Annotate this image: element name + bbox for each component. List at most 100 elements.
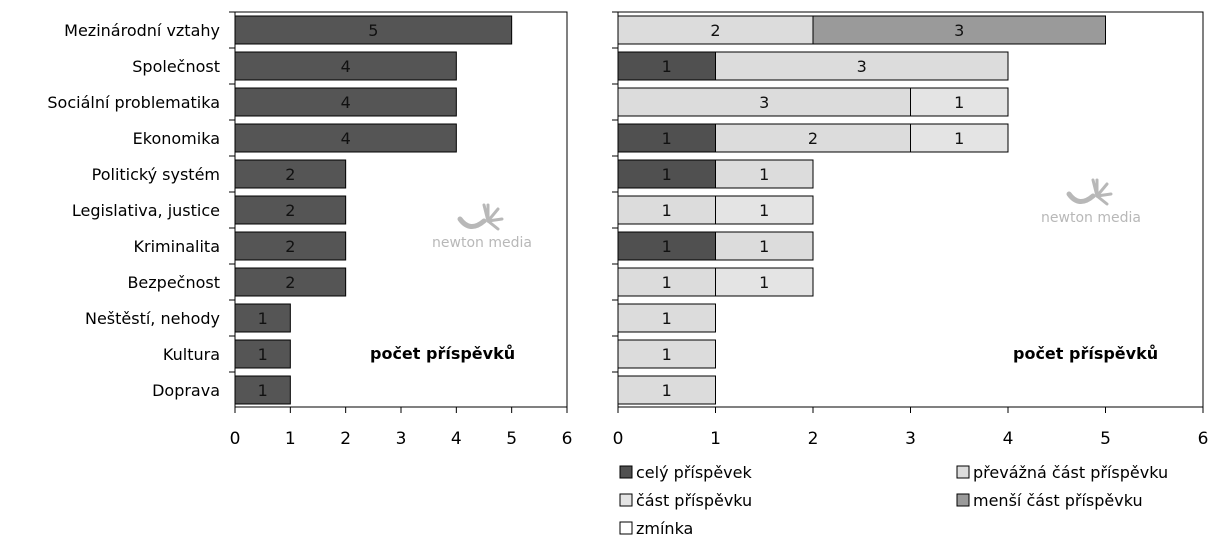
segment-value-label: 1: [662, 165, 672, 184]
segment-value-label: 1: [662, 237, 672, 256]
segment-value-label: 3: [857, 57, 867, 76]
bar-segment: [617, 15, 814, 45]
x-tick-label: 2: [808, 429, 819, 449]
left-x-axis: 0 1 2 3 4 5 6: [230, 406, 573, 449]
bar-value-label: 1: [258, 345, 268, 364]
category-label: Legislativa, justice: [72, 201, 220, 220]
newton-media-watermark: newton media: [1041, 178, 1141, 226]
x-tick-label: 1: [710, 429, 721, 449]
bar-segment: [617, 303, 716, 333]
watermark-ray: [1095, 192, 1113, 198]
bar: [234, 267, 347, 297]
legend-swatch: [619, 521, 633, 535]
x-tick-label: 5: [506, 429, 517, 449]
bar: [234, 51, 457, 81]
bar-value-label: 1: [258, 381, 268, 400]
segment-value-label: 3: [759, 93, 769, 112]
category-label: Kriminalita: [134, 237, 220, 256]
segment-value-label: 1: [662, 129, 672, 148]
bar-segment: [715, 159, 814, 189]
category-label: Kultura: [163, 345, 220, 364]
legend-label: převážná část příspěvku: [973, 463, 1168, 482]
left-annotation: počet příspěvků: [370, 344, 515, 363]
bar-value-label: 2: [285, 165, 295, 184]
segment-value-label: 1: [954, 93, 964, 112]
bar-segment: [715, 231, 814, 261]
segment-value-label: 1: [662, 201, 672, 220]
bar-segment: [715, 195, 814, 225]
bar-value-label: 5: [368, 21, 378, 40]
x-tick-label: 1: [285, 429, 296, 449]
bar-segment: [617, 159, 716, 189]
x-tick-label: 4: [451, 429, 462, 449]
category-label: Ekonomika: [133, 129, 220, 148]
x-tick-label: 2: [340, 429, 351, 449]
category-label: Neštěstí, nehody: [85, 309, 220, 328]
segment-value-label: 1: [662, 57, 672, 76]
x-tick-label: 3: [905, 429, 916, 449]
legend-swatch: [956, 465, 970, 479]
category-label: Společnost: [132, 57, 220, 76]
watermark-ray: [486, 217, 504, 223]
bar-segment: [617, 267, 716, 297]
right-bars: 2 3 1 3 3 1 1 2 1 1 1 1 1 1 1 1 1 1 1 1: [612, 11, 1106, 405]
x-tick-label: 6: [1198, 429, 1209, 449]
segment-value-label: 1: [759, 237, 769, 256]
legend-swatch: [619, 493, 633, 507]
bar-segment: [617, 51, 716, 81]
watermark-ray: [1091, 178, 1099, 198]
x-tick-label: 5: [1100, 429, 1111, 449]
category-label: Sociální problematika: [47, 93, 220, 112]
bar: [234, 195, 347, 225]
watermark-ray: [1095, 182, 1109, 198]
watermark-swoosh: [1066, 191, 1096, 204]
bar-segment: [910, 123, 1009, 153]
legend-label: menší část příspěvku: [973, 491, 1143, 510]
segment-value-label: 3: [954, 21, 964, 40]
legend-label: část příspěvku: [636, 491, 752, 510]
left-bar-chart: newton media Mezinárodní vztahy Společnos…: [47, 11, 573, 449]
segment-value-label: 1: [954, 129, 964, 148]
x-tick-label: 6: [562, 429, 573, 449]
bar-value-label: 1: [258, 309, 268, 328]
segment-value-label: 1: [662, 309, 672, 328]
category-label: Politický systém: [92, 165, 220, 184]
bar-segment: [617, 375, 716, 405]
right-annotation: počet příspěvků: [1013, 344, 1158, 363]
segment-value-label: 1: [662, 273, 672, 292]
watermark-ray: [486, 219, 500, 231]
bar: [234, 159, 347, 189]
segment-value-label: 1: [662, 381, 672, 400]
watermark-text: newton media: [432, 235, 532, 251]
bar: [234, 15, 513, 45]
x-tick-label: 3: [396, 429, 407, 449]
segment-value-label: 2: [710, 21, 720, 40]
category-label: Mezinárodní vztahy: [64, 21, 220, 40]
bar-segment: [617, 123, 716, 153]
segment-value-label: 1: [662, 345, 672, 364]
right-x-axis: 0 1 2 3 4 5 6: [613, 406, 1209, 449]
segment-value-label: 1: [759, 201, 769, 220]
watermark-ray: [1095, 194, 1109, 206]
left-category-labels: Mezinárodní vztahy Společnost Sociální pro…: [47, 11, 235, 400]
bar: [234, 87, 457, 117]
bar-value-label: 2: [285, 273, 295, 292]
segment-value-label: 2: [808, 129, 818, 148]
legend-label: zmínka: [636, 519, 693, 538]
bar-segment: [715, 123, 911, 153]
watermark-ray: [486, 207, 500, 223]
bar: [234, 231, 347, 261]
bar-segment: [812, 15, 1106, 45]
bar: [234, 123, 457, 153]
bar-value-label: 4: [341, 129, 351, 148]
x-tick-label: 4: [1003, 429, 1014, 449]
bar-value-label: 2: [285, 237, 295, 256]
legend-swatch: [619, 465, 633, 479]
segment-value-label: 1: [759, 273, 769, 292]
bar-value-label: 4: [341, 57, 351, 76]
category-label: Bezpečnost: [127, 273, 220, 292]
bar-value-label: 4: [341, 93, 351, 112]
newton-media-watermark: newton media: [432, 203, 532, 251]
category-label: Doprava: [152, 381, 220, 400]
